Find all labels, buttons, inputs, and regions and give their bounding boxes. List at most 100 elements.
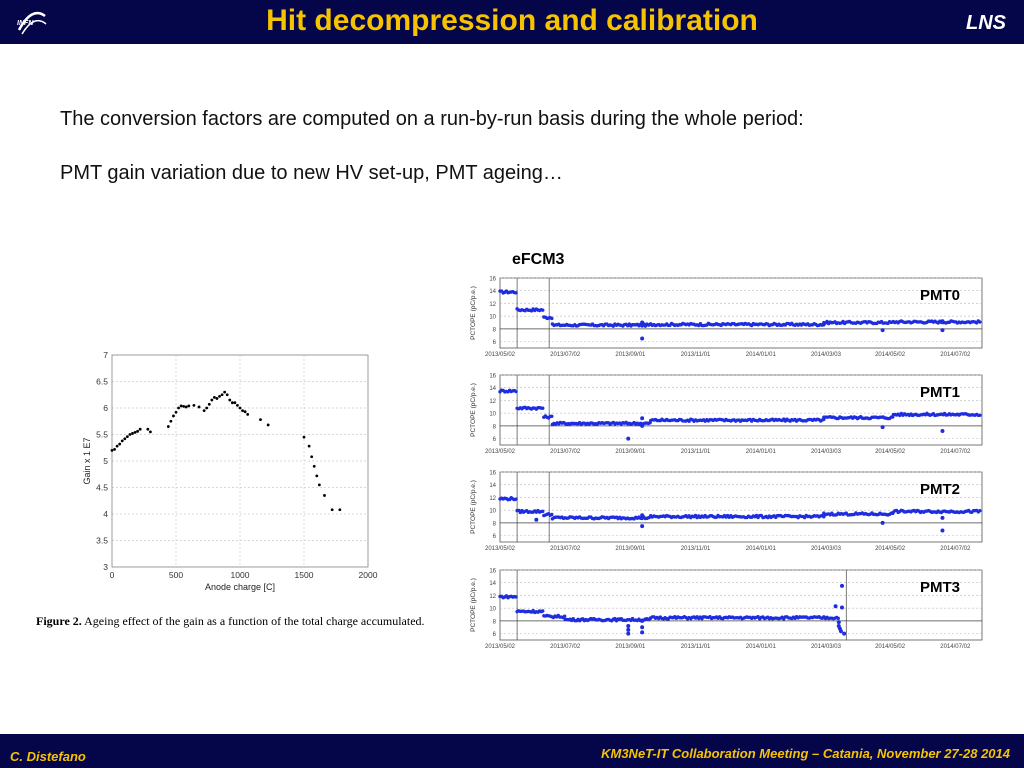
outlier-point <box>640 416 645 421</box>
data-point <box>205 406 209 410</box>
data-point <box>241 409 244 413</box>
data-point <box>225 393 229 397</box>
data-point <box>210 398 214 402</box>
outlier-point <box>839 605 844 610</box>
x-tick-label: 2013/05/02 <box>485 644 516 650</box>
outlier-point <box>640 618 645 623</box>
x-tick-label: 2014/03/03 <box>811 449 842 455</box>
data-point <box>836 616 840 621</box>
plot-frame <box>111 354 369 568</box>
data-point <box>220 393 224 397</box>
x-tick-label: 2013/09/01 <box>615 644 646 650</box>
y-tick-label: 3.5 <box>96 536 108 546</box>
data-point <box>131 432 134 435</box>
y-tick-label: 16 <box>489 471 496 477</box>
logo-text: INFN <box>17 20 34 27</box>
data-point <box>128 433 132 436</box>
data-point <box>174 410 178 414</box>
data-point <box>215 397 219 400</box>
plot-frame <box>499 569 983 641</box>
data-point <box>266 423 270 427</box>
data-point <box>172 414 175 418</box>
data-point <box>541 406 545 410</box>
y-tick-label: 8 <box>493 619 497 625</box>
pmt0-chart: 6 8 10 12 14 16 2013/05/02 2013/07/02 2013/09/01… <box>470 277 983 358</box>
y-tick-label: 16 <box>489 374 496 380</box>
data-point <box>236 403 239 407</box>
pmt3-chart: 6 8 10 12 14 16 2013/05/02 2013/07/02 2013/09/01… <box>470 569 983 650</box>
x-tick-label: 2013/11/01 <box>681 352 711 358</box>
y-tick-label: 8 <box>493 327 497 333</box>
data-point <box>978 320 982 324</box>
data-point <box>149 430 152 434</box>
y-tick-label: 6 <box>493 437 497 443</box>
x-tick-label: 2014/05/02 <box>875 644 906 650</box>
y-tick-label: 6 <box>493 340 497 346</box>
y-tick-label: 14 <box>489 483 496 489</box>
outlier-point <box>838 629 843 634</box>
x-tick-label: 2014/05/02 <box>875 449 906 455</box>
outlier-point <box>880 328 885 333</box>
data-point <box>550 414 554 419</box>
outlier-point <box>940 319 945 324</box>
x-axis-label: Anode charge [C] <box>205 582 275 592</box>
data-point <box>550 512 554 517</box>
x-tick-label: 2013/05/02 <box>485 546 516 552</box>
data-point <box>123 437 127 441</box>
x-tick-label: 2014/01/01 <box>746 449 777 455</box>
data-point <box>110 449 114 452</box>
data-point <box>246 412 250 416</box>
x-tick-label: 500 <box>169 570 183 580</box>
data-point <box>541 609 545 613</box>
y-axis-label: PCTOPE (pC/p.e.) <box>470 578 477 632</box>
data-point <box>184 405 188 409</box>
x-tick-label: 1000 <box>231 570 250 580</box>
x-tick-label: 2014/07/02 <box>940 352 971 358</box>
data-point <box>978 509 982 513</box>
data-point <box>541 308 545 312</box>
y-tick-label: 12 <box>489 496 496 502</box>
figure-caption-text: Ageing effect of the gain as a function … <box>84 614 425 628</box>
y-tick-label: 6 <box>493 534 497 540</box>
y-tick-label: 16 <box>489 569 496 575</box>
x-tick-label: 2013/07/02 <box>550 449 581 455</box>
y-tick-label: 4.5 <box>96 483 108 493</box>
y-tick-label: 5.5 <box>96 430 108 440</box>
body-line-1: The conversion factors are computed on a… <box>60 108 804 130</box>
data-point <box>169 419 173 423</box>
gain-chart: 3 3.5 4 4.5 5 5.5 6 6.5 7 0 500 1000 1500 2000 Anode c… <box>82 350 378 592</box>
y-tick-label: 12 <box>489 399 496 405</box>
x-tick-label: 1500 <box>295 570 314 580</box>
x-tick-label: 2013/09/01 <box>615 449 646 455</box>
y-tick-label: 14 <box>489 581 496 587</box>
figure-caption: Figure 2. Ageing effect of the gain as a… <box>36 614 425 629</box>
y-tick-label: 16 <box>489 277 496 283</box>
data-point <box>115 444 119 448</box>
data-point <box>202 409 206 413</box>
data-point <box>230 401 234 405</box>
data-point <box>177 406 180 410</box>
x-tick-label: 2014/03/03 <box>811 546 842 552</box>
outlier-point <box>940 528 945 533</box>
data-point <box>338 508 342 512</box>
y-tick-label: 12 <box>489 594 496 600</box>
plot-frame <box>499 374 983 446</box>
data-point <box>233 401 237 405</box>
data-point <box>302 435 306 439</box>
y-axis-label: PCTOPE (pC/p.e.) <box>470 480 477 534</box>
outlier-point <box>534 517 539 522</box>
data-point <box>514 497 518 501</box>
x-tick-label: 2013/07/02 <box>550 644 581 650</box>
data-point <box>323 494 326 497</box>
data-point <box>146 427 150 431</box>
y-tick-label: 5 <box>103 456 108 466</box>
y-axis-label: PCTOPE (pC/p.e.) <box>470 383 477 437</box>
y-tick-label: 4 <box>103 509 108 519</box>
y-tick-label: 3 <box>103 562 108 572</box>
y-tick-label: 6.5 <box>96 377 108 387</box>
outlier-point <box>842 631 847 636</box>
x-tick-label: 2014/03/03 <box>811 352 842 358</box>
org-label: LNS <box>966 12 1006 34</box>
y-tick-label: 10 <box>489 315 496 321</box>
x-tick-label: 2014/05/02 <box>875 546 906 552</box>
